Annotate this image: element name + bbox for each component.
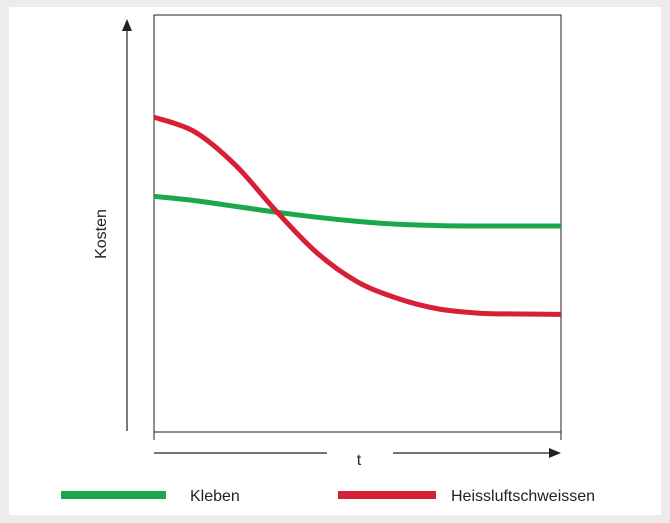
legend: Kleben Heissluftschweissen (61, 488, 595, 505)
legend-swatch-heissluftschweissen (338, 491, 436, 499)
series-layer (153, 114, 562, 317)
y-axis-label: Kosten (93, 209, 110, 259)
series-line-kleben (153, 193, 561, 229)
series-line-heissluftschweissen (153, 114, 562, 317)
line-chart: t Kosten Kleben Heissluftschweissen (61, 14, 595, 505)
legend-label-kleben: Kleben (190, 488, 240, 505)
chart-panel: t Kosten Kleben Heissluftschweissen (9, 7, 661, 515)
y-axis-arrowhead (122, 19, 132, 31)
legend-swatch-kleben (61, 491, 166, 499)
x-axis-arrowhead (549, 448, 561, 458)
x-axis-label: t (357, 452, 362, 469)
legend-label-heissluftschweissen: Heissluftschweissen (451, 488, 595, 505)
